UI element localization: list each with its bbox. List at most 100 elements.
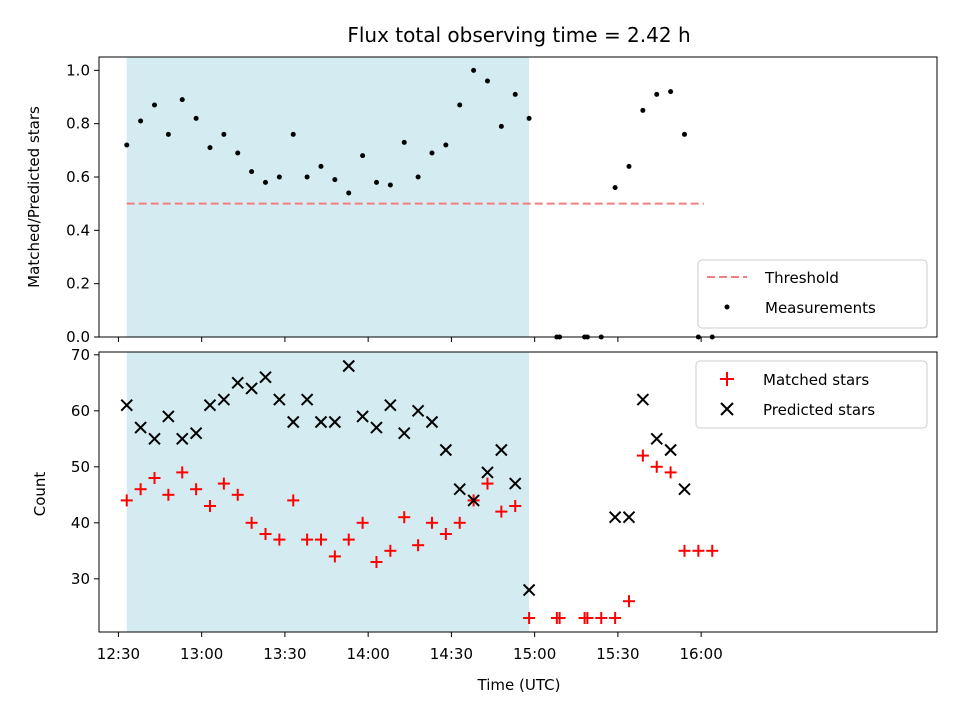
y-tick-label: 40: [71, 514, 90, 532]
x-axis-label: Time (UTC): [477, 676, 561, 694]
ratio-panel: Flux total observing time = 2.42 h 0.00.…: [25, 23, 938, 346]
matched-star-point: [384, 544, 397, 557]
x-tick-label: 14:30: [430, 645, 473, 663]
matched-star-point: [398, 511, 411, 524]
measurement-point: [262, 179, 268, 185]
predicted-star-point: [425, 415, 439, 429]
ratio-legend-box: [697, 259, 928, 329]
predicted-star-point: [148, 432, 161, 446]
x-tick-label: 12:30: [97, 645, 140, 663]
matched-star-point: [203, 500, 216, 512]
predicted-star-point: [134, 421, 147, 434]
y-tick-label: 50: [71, 458, 90, 476]
measurement-point: [221, 131, 227, 137]
ratio-axes-frame: [98, 56, 938, 338]
predicted-star-point: [636, 393, 650, 406]
matched-star-point: [453, 516, 466, 529]
predicted-star-point: [509, 477, 522, 490]
measurement-point: [249, 169, 255, 175]
measurement-point: [401, 139, 407, 145]
predicted-star-point: [300, 393, 314, 406]
count-legend-box: [695, 360, 928, 429]
measurement-point: [151, 102, 157, 108]
observing-window-shade: [126, 57, 530, 337]
measurement-point: [290, 131, 296, 137]
matched-star-point: [706, 544, 719, 557]
y-tick-label: 0.4: [66, 221, 90, 239]
predicted-star-point: [481, 466, 494, 479]
predicted-star-point: [328, 415, 342, 429]
x-tick-label: 13:30: [263, 645, 306, 663]
matched-star-point: [481, 477, 494, 490]
matched-star-point: [609, 612, 622, 624]
matched-star-point: [328, 550, 341, 563]
matched-star-point: [595, 612, 608, 624]
matched-star-point: [120, 494, 133, 507]
matched-star-point: [259, 528, 272, 540]
predicted-star-point: [370, 421, 383, 434]
y-tick-label: 0.2: [66, 275, 90, 293]
predicted-star-point: [522, 583, 536, 597]
measurement-point: [373, 179, 379, 185]
y-tick-label: 60: [71, 402, 90, 420]
legend-predicted-label: Predicted stars: [763, 401, 875, 419]
y-tick-label: 0.6: [66, 168, 90, 186]
count-plot-content: [120, 359, 719, 624]
predicted-star-point: [287, 415, 300, 429]
predicted-star-point: [342, 359, 355, 373]
y-tick-label: 70: [71, 346, 90, 364]
count-y-axis-label: Count: [31, 472, 49, 517]
measurement-point: [179, 97, 185, 103]
measurement-point: [304, 174, 310, 180]
measurement-point: [681, 131, 687, 137]
measurement-point: [429, 150, 435, 156]
matched-star-point: [356, 516, 369, 529]
measurement-point: [193, 115, 199, 121]
measurement-point: [626, 163, 632, 169]
matched-star-point: [412, 539, 425, 552]
y-tick-label: 30: [71, 570, 90, 588]
measurement-point: [138, 118, 144, 124]
chart-title: Flux total observing time = 2.42 h: [347, 23, 690, 47]
count-y-ticks: 30 40 50 60 70: [71, 346, 99, 588]
measurement-point: [512, 91, 518, 97]
measurement-point: [318, 163, 324, 169]
matched-star-point: [231, 488, 244, 501]
measurement-point: [124, 142, 130, 148]
matched-star-point: [523, 612, 536, 624]
measurement-point: [415, 174, 421, 180]
legend-measurements-swatch: [724, 304, 730, 310]
predicted-star-point: [245, 382, 258, 395]
matched-star-point: [245, 516, 258, 529]
matched-star-point: [495, 505, 508, 518]
y-tick-label: 0.8: [66, 115, 90, 133]
matched-star-point: [370, 556, 383, 568]
ratio-y-ticks: 0.0 0.2 0.4 0.6 0.8 1.0: [66, 61, 99, 346]
matched-star-point: [134, 483, 147, 496]
predicted-star-point: [439, 443, 453, 457]
predicted-star-point: [231, 376, 244, 390]
matched-star-point: [314, 533, 327, 546]
predicted-star-point: [467, 494, 480, 507]
measurement-point: [387, 182, 393, 188]
matched-star-point: [439, 528, 452, 540]
measurement-point: [332, 177, 338, 183]
measurement-point: [360, 153, 366, 159]
matched-star-point: [148, 472, 161, 484]
predicted-star-point: [120, 398, 133, 412]
measurement-point: [457, 102, 463, 108]
matched-star-point: [287, 494, 300, 507]
legend-matched-label: Matched stars: [763, 371, 869, 389]
predicted-star-point: [217, 393, 231, 406]
x-tick-label: 16:00: [680, 645, 723, 663]
predicted-star-point: [384, 398, 397, 412]
count-legend: Matched stars Predicted stars: [695, 360, 928, 429]
predicted-star-point: [622, 510, 636, 524]
legend-measurements-label: Measurements: [765, 299, 876, 317]
legend-threshold-label: Threshold: [764, 269, 839, 287]
measurement-point: [498, 123, 504, 129]
x-tick-label: 15:00: [513, 645, 556, 663]
predicted-star-point: [411, 404, 425, 418]
measurement-point: [207, 145, 213, 151]
predicted-star-point: [189, 426, 203, 440]
